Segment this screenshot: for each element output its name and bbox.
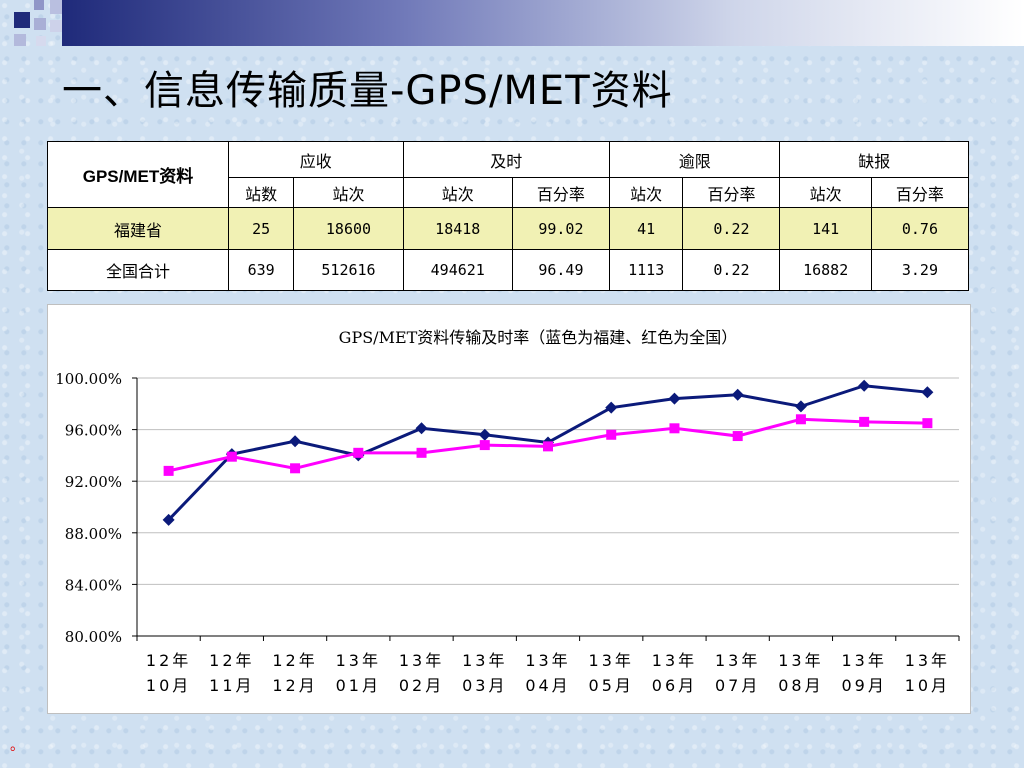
- data-point: [859, 416, 870, 427]
- line-chart: GPS/MET资料传输及时率（蓝色为福建、红色为全国） 100.00% 96.00%…: [55, 328, 960, 695]
- sub-header: 站次: [402, 177, 513, 209]
- data-point: [669, 423, 680, 434]
- x-tick-label: 07月: [715, 676, 760, 695]
- top-banner-bar: [62, 0, 1024, 46]
- x-tick-label: 13年: [525, 651, 570, 670]
- table-cell: 41: [608, 207, 684, 250]
- x-tick-label: 08月: [778, 676, 823, 695]
- gps-met-table: GPS/MET资料 应收 及时 逾限 缺报 站数 站次 站次 百分率 站次 百分…: [47, 140, 970, 292]
- x-tick-label: 06月: [652, 676, 697, 695]
- data-point: [794, 400, 807, 413]
- data-point: [478, 428, 491, 441]
- sub-header: 百分率: [870, 177, 970, 209]
- data-point: [606, 429, 617, 440]
- data-point: [290, 463, 301, 474]
- y-tick-label: 80.00%: [65, 628, 122, 646]
- x-tick-label: 03月: [462, 676, 507, 695]
- x-tick-label: 12年: [272, 651, 317, 670]
- x-tick-label: 13年: [399, 651, 444, 670]
- data-point: [289, 435, 302, 448]
- x-tick-label: 01月: [336, 676, 381, 695]
- table-cell: 0.22: [682, 248, 781, 292]
- sub-header: 站数: [227, 177, 295, 209]
- x-tick-label: 10月: [905, 676, 950, 695]
- sub-header: 百分率: [511, 177, 610, 209]
- x-tick-label: 10月: [146, 676, 191, 695]
- table-cell: 18600: [293, 207, 404, 250]
- x-tick-label: 13年: [905, 651, 950, 670]
- data-point: [226, 451, 237, 462]
- table-cell: 0.22: [682, 207, 781, 250]
- data-point: [605, 401, 618, 414]
- table-cell: 141: [779, 207, 872, 250]
- data-point: [353, 447, 364, 458]
- table-cell: 18418: [402, 207, 513, 250]
- group-header: 缺报: [779, 140, 969, 179]
- chart-title: GPS/MET资料传输及时率（蓝色为福建、红色为全国）: [339, 328, 738, 347]
- sub-header: 站次: [293, 177, 404, 209]
- sub-header: 百分率: [682, 177, 781, 209]
- table-cell: 96.49: [511, 248, 610, 292]
- sub-header: 站次: [608, 177, 684, 209]
- table-cell: 3.29: [870, 248, 970, 292]
- table-cell: 99.02: [511, 207, 610, 250]
- x-tick-label: 12月: [272, 676, 317, 695]
- data-point: [795, 414, 806, 425]
- x-tick-label: 12年: [146, 651, 191, 670]
- sub-header: 站次: [779, 177, 872, 209]
- y-tick-label: 88.00%: [65, 525, 122, 543]
- table-row: 福建省 25 18600 18418 99.02 41 0.22 141 0.7…: [47, 207, 970, 250]
- data-point: [479, 440, 490, 451]
- x-tick-label: 13年: [841, 651, 886, 670]
- row-label: 全国合计: [47, 248, 229, 292]
- y-tick-label: 92.00%: [65, 473, 122, 491]
- x-tick-label: 02月: [399, 676, 444, 695]
- data-point: [415, 422, 428, 435]
- x-tick-label: 09月: [841, 676, 886, 695]
- data-point: [162, 513, 175, 526]
- data-point: [731, 388, 744, 401]
- data-point: [921, 386, 934, 399]
- y-tick-label: 96.00%: [65, 422, 122, 440]
- data-point: [543, 441, 553, 452]
- x-tick-label: 05月: [589, 676, 634, 695]
- group-header: 及时: [402, 140, 610, 179]
- x-tick-label: 13年: [336, 651, 381, 670]
- y-tick-label: 84.00%: [65, 576, 122, 594]
- x-tick-label: 13年: [652, 651, 697, 670]
- data-point: [416, 447, 427, 458]
- table-cell: 512616: [293, 248, 404, 292]
- table-cell: 16882: [779, 248, 872, 292]
- data-point: [163, 465, 174, 476]
- data-point: [732, 431, 743, 442]
- chart-panel: GPS/MET资料传输及时率（蓝色为福建、红色为全国） 100.00% 96.00%…: [47, 304, 971, 714]
- data-point: [858, 379, 871, 392]
- group-header: 应收: [228, 140, 404, 179]
- table-cell: 25: [227, 207, 295, 250]
- table-cell: 1113: [608, 248, 684, 292]
- x-tick-label: 13年: [715, 651, 760, 670]
- row-label: 福建省: [47, 207, 229, 250]
- table-cell: 639: [227, 248, 295, 292]
- footnote-mark: 。: [10, 738, 24, 754]
- y-tick-label: 100.00%: [55, 370, 122, 388]
- table-row: 全国合计 639 512616 494621 96.49 1113 0.22 1…: [47, 248, 970, 292]
- x-tick-label: 13年: [589, 651, 634, 670]
- x-tick-label: 13年: [462, 651, 507, 670]
- series-line-0: [167, 384, 928, 521]
- group-header: 逾限: [608, 140, 781, 179]
- table-cell: 0.76: [870, 207, 970, 250]
- x-tick-label: 04月: [525, 676, 570, 695]
- x-tick-label: 13年: [778, 651, 823, 670]
- x-tick-label: 11月: [209, 676, 254, 695]
- data-point: [668, 392, 681, 405]
- data-point: [922, 418, 933, 429]
- page-title: 一、信息传输质量-GPS/MET资料: [62, 68, 673, 114]
- table-cell: 494621: [402, 248, 513, 292]
- table-corner-header: GPS/MET资料: [47, 140, 229, 209]
- x-tick-label: 12年: [209, 651, 254, 670]
